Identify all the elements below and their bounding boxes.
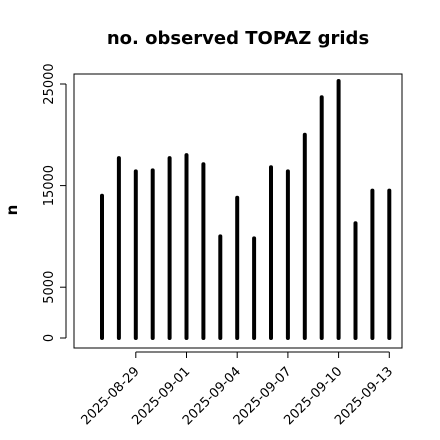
y-tick-label: 5000 bbox=[42, 271, 57, 304]
y-axis: 0 5000 15000 25000 bbox=[42, 63, 67, 342]
bars-group bbox=[100, 78, 392, 340]
y-tick-label: 25000 bbox=[42, 63, 57, 104]
y-axis-label: n bbox=[3, 205, 21, 216]
y-tick-label: 0 bbox=[42, 334, 57, 342]
plot-frame bbox=[73, 73, 403, 349]
x-axis: 2025-08-292025-09-012025-09-042025-09-07… bbox=[79, 351, 396, 428]
y-tick-label: 15000 bbox=[42, 165, 57, 206]
chart-title: no. observed TOPAZ grids bbox=[107, 28, 369, 49]
